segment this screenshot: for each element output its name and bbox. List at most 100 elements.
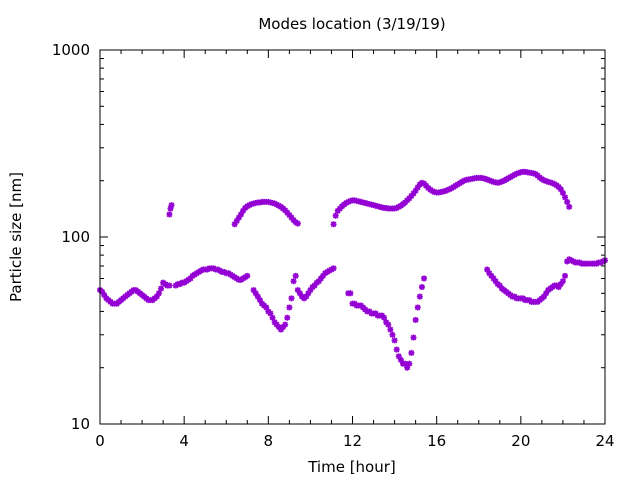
x-tick-label: 20 (511, 432, 530, 450)
data-point (385, 321, 392, 328)
data-point (99, 288, 106, 295)
data-point (330, 265, 337, 272)
data-point (284, 314, 291, 321)
data-point (267, 310, 274, 317)
x-tick-label: 0 (95, 432, 105, 450)
data-point (559, 278, 566, 285)
data-point (488, 178, 495, 185)
data-point (250, 287, 257, 294)
data-point (330, 221, 337, 228)
data-point (235, 214, 242, 221)
data-point (410, 334, 417, 341)
x-tick-label: 16 (427, 432, 446, 450)
data-point (231, 221, 238, 228)
data-point (484, 266, 491, 273)
data-point (286, 212, 293, 219)
data-point (414, 184, 421, 191)
y-axis-label: Particle size [nm] (7, 172, 25, 302)
data-point (414, 304, 421, 311)
data-point (444, 187, 451, 194)
data-point (406, 195, 413, 202)
data-point (562, 272, 569, 279)
data-point (410, 190, 417, 197)
y-tick-label: 1000 (52, 41, 90, 59)
data-point (254, 293, 261, 300)
data-point (498, 178, 505, 185)
data-point (303, 293, 310, 300)
x-tick-label: 12 (343, 432, 362, 450)
data-point (381, 314, 388, 321)
data-point (269, 314, 276, 321)
data-point (461, 177, 468, 184)
data-point (240, 207, 247, 214)
data-point (406, 360, 413, 367)
x-tick-label: 4 (179, 432, 189, 450)
data-point (317, 275, 324, 282)
data-point (404, 364, 411, 371)
data-point (389, 331, 396, 338)
plot-border (99, 49, 606, 425)
data-point (275, 324, 282, 331)
data-point (294, 287, 301, 294)
data-point (166, 282, 173, 289)
data-point (252, 290, 259, 297)
data-point (387, 326, 394, 333)
data-point (397, 356, 404, 363)
data-point (418, 284, 425, 291)
x-tick-label: 24 (595, 432, 614, 450)
data-point (543, 178, 550, 185)
data-point (421, 275, 428, 282)
data-point (442, 188, 449, 195)
data-point (418, 179, 425, 186)
data-point (557, 186, 564, 193)
data-point (288, 214, 295, 221)
data-point (490, 275, 497, 282)
data-point (496, 179, 503, 186)
data-point (408, 192, 415, 199)
data-point (256, 297, 263, 304)
data-point (187, 275, 194, 282)
data-point (286, 304, 293, 311)
data-point (408, 349, 415, 356)
data-point (237, 211, 244, 218)
data-point (446, 186, 453, 193)
data-points (97, 168, 608, 371)
data-point (395, 353, 402, 360)
x-axis-label: Time [hour] (307, 458, 396, 476)
data-point (263, 304, 270, 311)
data-point (284, 209, 291, 216)
data-point (311, 282, 318, 289)
data-point (244, 272, 251, 279)
data-point (402, 360, 409, 367)
data-point (166, 211, 173, 218)
data-point (564, 198, 571, 205)
data-point (416, 293, 423, 300)
data-point (153, 293, 160, 300)
data-point (158, 285, 165, 292)
data-point (547, 179, 554, 186)
data-point (488, 272, 495, 279)
data-point (290, 278, 297, 285)
y-tick-label: 100 (61, 228, 90, 246)
data-point (549, 180, 556, 187)
data-point (557, 281, 564, 288)
data-point (282, 321, 289, 328)
data-point (233, 217, 240, 224)
data-point (555, 284, 562, 291)
data-point (277, 326, 284, 333)
data-point (540, 293, 547, 300)
data-point (292, 272, 299, 279)
data-point (315, 278, 322, 285)
data-point (486, 270, 493, 277)
data-point (167, 205, 174, 212)
data-point (412, 316, 419, 323)
data-point (393, 346, 400, 353)
x-tick-label: 8 (264, 432, 274, 450)
data-point (296, 290, 303, 297)
data-point (492, 278, 499, 285)
data-point (332, 212, 339, 219)
data-point (288, 295, 295, 302)
data-point (101, 291, 108, 298)
data-point (543, 290, 550, 297)
